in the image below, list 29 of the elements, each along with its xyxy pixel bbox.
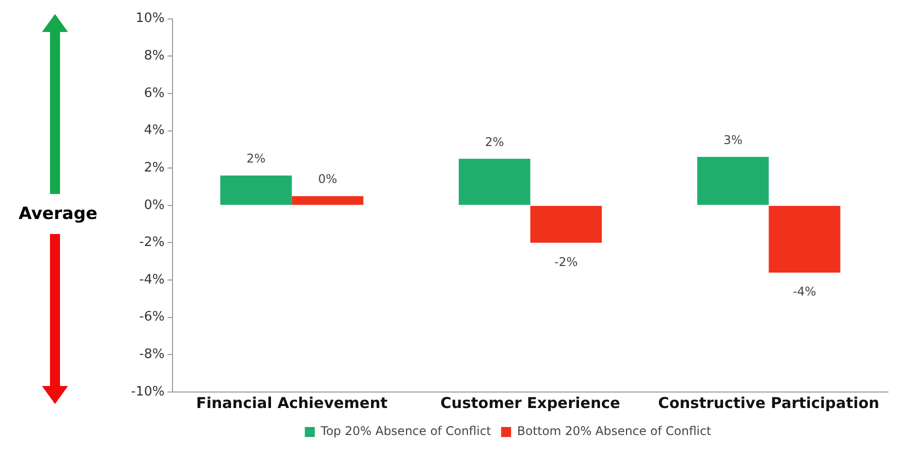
data-label: 3% — [723, 133, 743, 148]
x-tick-label: Constructive Participation — [658, 394, 880, 412]
legend-label: Bottom 20% Absence of Conflict — [517, 424, 712, 438]
y-tick-label: -10% — [130, 384, 165, 400]
bar — [530, 206, 602, 243]
bar — [768, 206, 840, 273]
bar — [292, 196, 364, 205]
y-tick-label: 2% — [144, 160, 165, 176]
bar — [458, 158, 530, 205]
y-tick-label: -8% — [139, 347, 165, 362]
legend-label: Top 20% Absence of Conflict — [320, 424, 492, 438]
y-tick-label: -2% — [139, 235, 165, 250]
bar — [220, 176, 292, 205]
data-label: 2% — [485, 134, 504, 149]
y-tick-label: -4% — [139, 272, 165, 288]
y-tick-label: -6% — [139, 310, 165, 325]
y-tick-label: 10% — [136, 11, 165, 26]
data-label: 0% — [318, 172, 338, 186]
data-label: 2% — [246, 152, 266, 166]
y-tick-label: 0% — [144, 198, 165, 213]
text: Average — [18, 204, 98, 224]
data-label: -2% — [554, 254, 578, 269]
x-tick-label: Customer Experience — [440, 394, 620, 412]
y-tick-label: 8% — [144, 48, 165, 64]
data-label: -4% — [792, 284, 816, 299]
y-tick-label: 6% — [144, 86, 165, 101]
bar — [697, 156, 769, 205]
x-tick-label: Financial Achievement — [196, 394, 388, 412]
y-tick-label: 4% — [144, 123, 165, 138]
